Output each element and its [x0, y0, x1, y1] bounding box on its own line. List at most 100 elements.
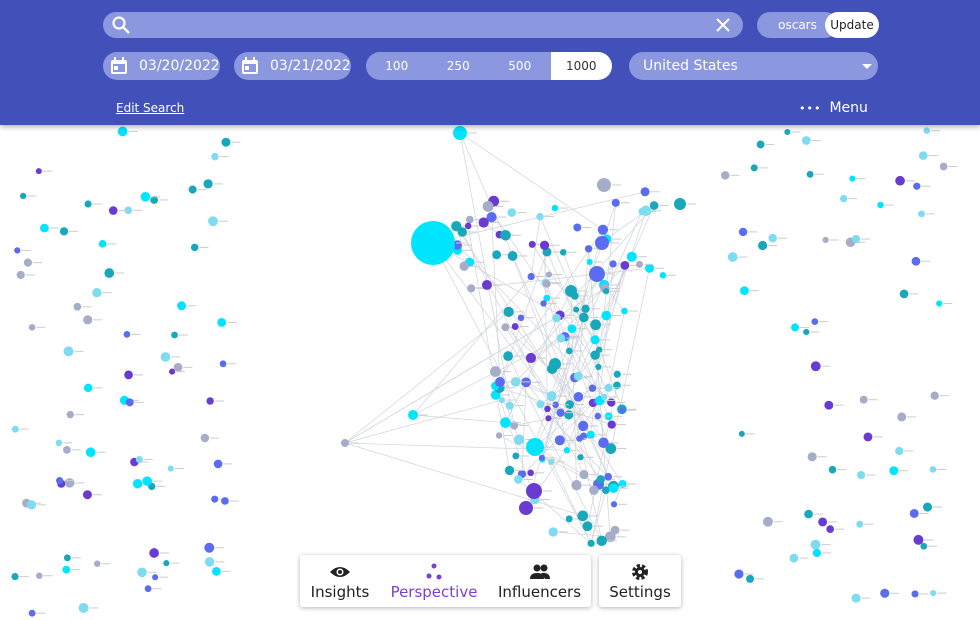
node	[144, 585, 152, 593]
node	[897, 412, 907, 422]
node	[856, 520, 864, 528]
node	[62, 446, 71, 454]
node	[610, 501, 618, 508]
node	[784, 129, 791, 136]
limit-option[interactable]: 100	[366, 52, 429, 80]
node	[674, 198, 686, 210]
settings-tab[interactable]: Settings	[599, 555, 681, 607]
node	[920, 542, 928, 550]
edge	[564, 336, 605, 398]
country-select[interactable]: United States	[629, 52, 878, 80]
node	[135, 455, 143, 464]
node	[341, 439, 349, 447]
end-date[interactable]: 03/21/2022	[234, 52, 351, 80]
node	[895, 446, 904, 456]
node	[936, 300, 943, 307]
node	[571, 480, 582, 491]
topic-chip[interactable]: oscars	[757, 12, 838, 38]
toolbar: Insights Perspective Influencers	[300, 555, 591, 607]
edge	[605, 211, 643, 292]
node	[211, 152, 219, 161]
node	[140, 191, 151, 202]
edge	[530, 216, 541, 277]
node	[492, 250, 502, 260]
dropdown-arrow	[862, 64, 872, 69]
node	[204, 542, 215, 553]
node	[459, 261, 469, 271]
edge	[562, 252, 623, 411]
node	[738, 430, 745, 437]
update-button[interactable]: Update	[825, 12, 879, 38]
node	[149, 548, 159, 558]
node	[173, 362, 183, 372]
node	[132, 478, 143, 489]
node	[526, 438, 544, 456]
node	[63, 346, 74, 357]
node	[828, 465, 837, 474]
node	[11, 572, 19, 581]
node	[19, 192, 27, 200]
node	[720, 171, 730, 180]
toolbar-tab[interactable]: Perspective	[380, 555, 488, 607]
node	[582, 521, 593, 532]
node	[811, 318, 819, 325]
limit-option[interactable]: 1000	[550, 52, 612, 80]
edge	[507, 355, 602, 541]
node	[200, 433, 210, 443]
edge	[344, 311, 509, 444]
node	[94, 560, 101, 567]
node	[618, 479, 627, 488]
limit-option[interactable]: 500	[489, 52, 552, 80]
toolbar-tab[interactable]: Influencers	[488, 555, 591, 607]
node	[595, 363, 602, 371]
node	[504, 465, 515, 476]
tab-label: Perspective	[390, 583, 478, 601]
node	[526, 483, 542, 499]
node	[727, 252, 738, 262]
node	[791, 323, 800, 332]
node	[85, 447, 96, 458]
edge	[344, 399, 502, 444]
node	[503, 306, 514, 318]
node	[596, 535, 607, 547]
edit-search-link[interactable]: Edit Search	[116, 101, 185, 115]
node	[911, 590, 919, 598]
edge	[459, 132, 604, 230]
node	[411, 221, 455, 265]
node	[849, 175, 856, 182]
start-date[interactable]: 03/20/2022	[103, 52, 220, 80]
limit-option[interactable]: 250	[427, 52, 490, 80]
node	[551, 204, 559, 212]
node	[579, 312, 589, 323]
node	[552, 313, 561, 323]
node	[511, 323, 519, 330]
toolbar-tab[interactable]: Insights	[300, 555, 380, 607]
clear-icon[interactable]	[715, 17, 731, 33]
node	[478, 217, 489, 228]
country-text: United States	[643, 58, 738, 74]
node	[512, 452, 520, 460]
search-bar[interactable]	[103, 12, 743, 38]
network-graph	[11, 126, 958, 617]
node	[203, 179, 213, 189]
node	[810, 539, 821, 550]
menu-button[interactable]: ••• Menu	[799, 100, 868, 116]
node	[513, 434, 525, 445]
node	[604, 472, 613, 481]
node	[536, 400, 545, 409]
node	[219, 360, 227, 368]
node	[567, 324, 577, 334]
node	[607, 420, 616, 429]
node	[899, 289, 909, 299]
node	[564, 410, 574, 420]
node	[638, 207, 646, 216]
node	[217, 317, 227, 327]
node	[573, 392, 584, 402]
edge	[505, 327, 556, 405]
edge	[587, 385, 618, 527]
node	[863, 432, 873, 442]
edge	[471, 273, 598, 289]
node	[889, 466, 899, 476]
node	[28, 609, 36, 617]
node	[36, 572, 43, 579]
